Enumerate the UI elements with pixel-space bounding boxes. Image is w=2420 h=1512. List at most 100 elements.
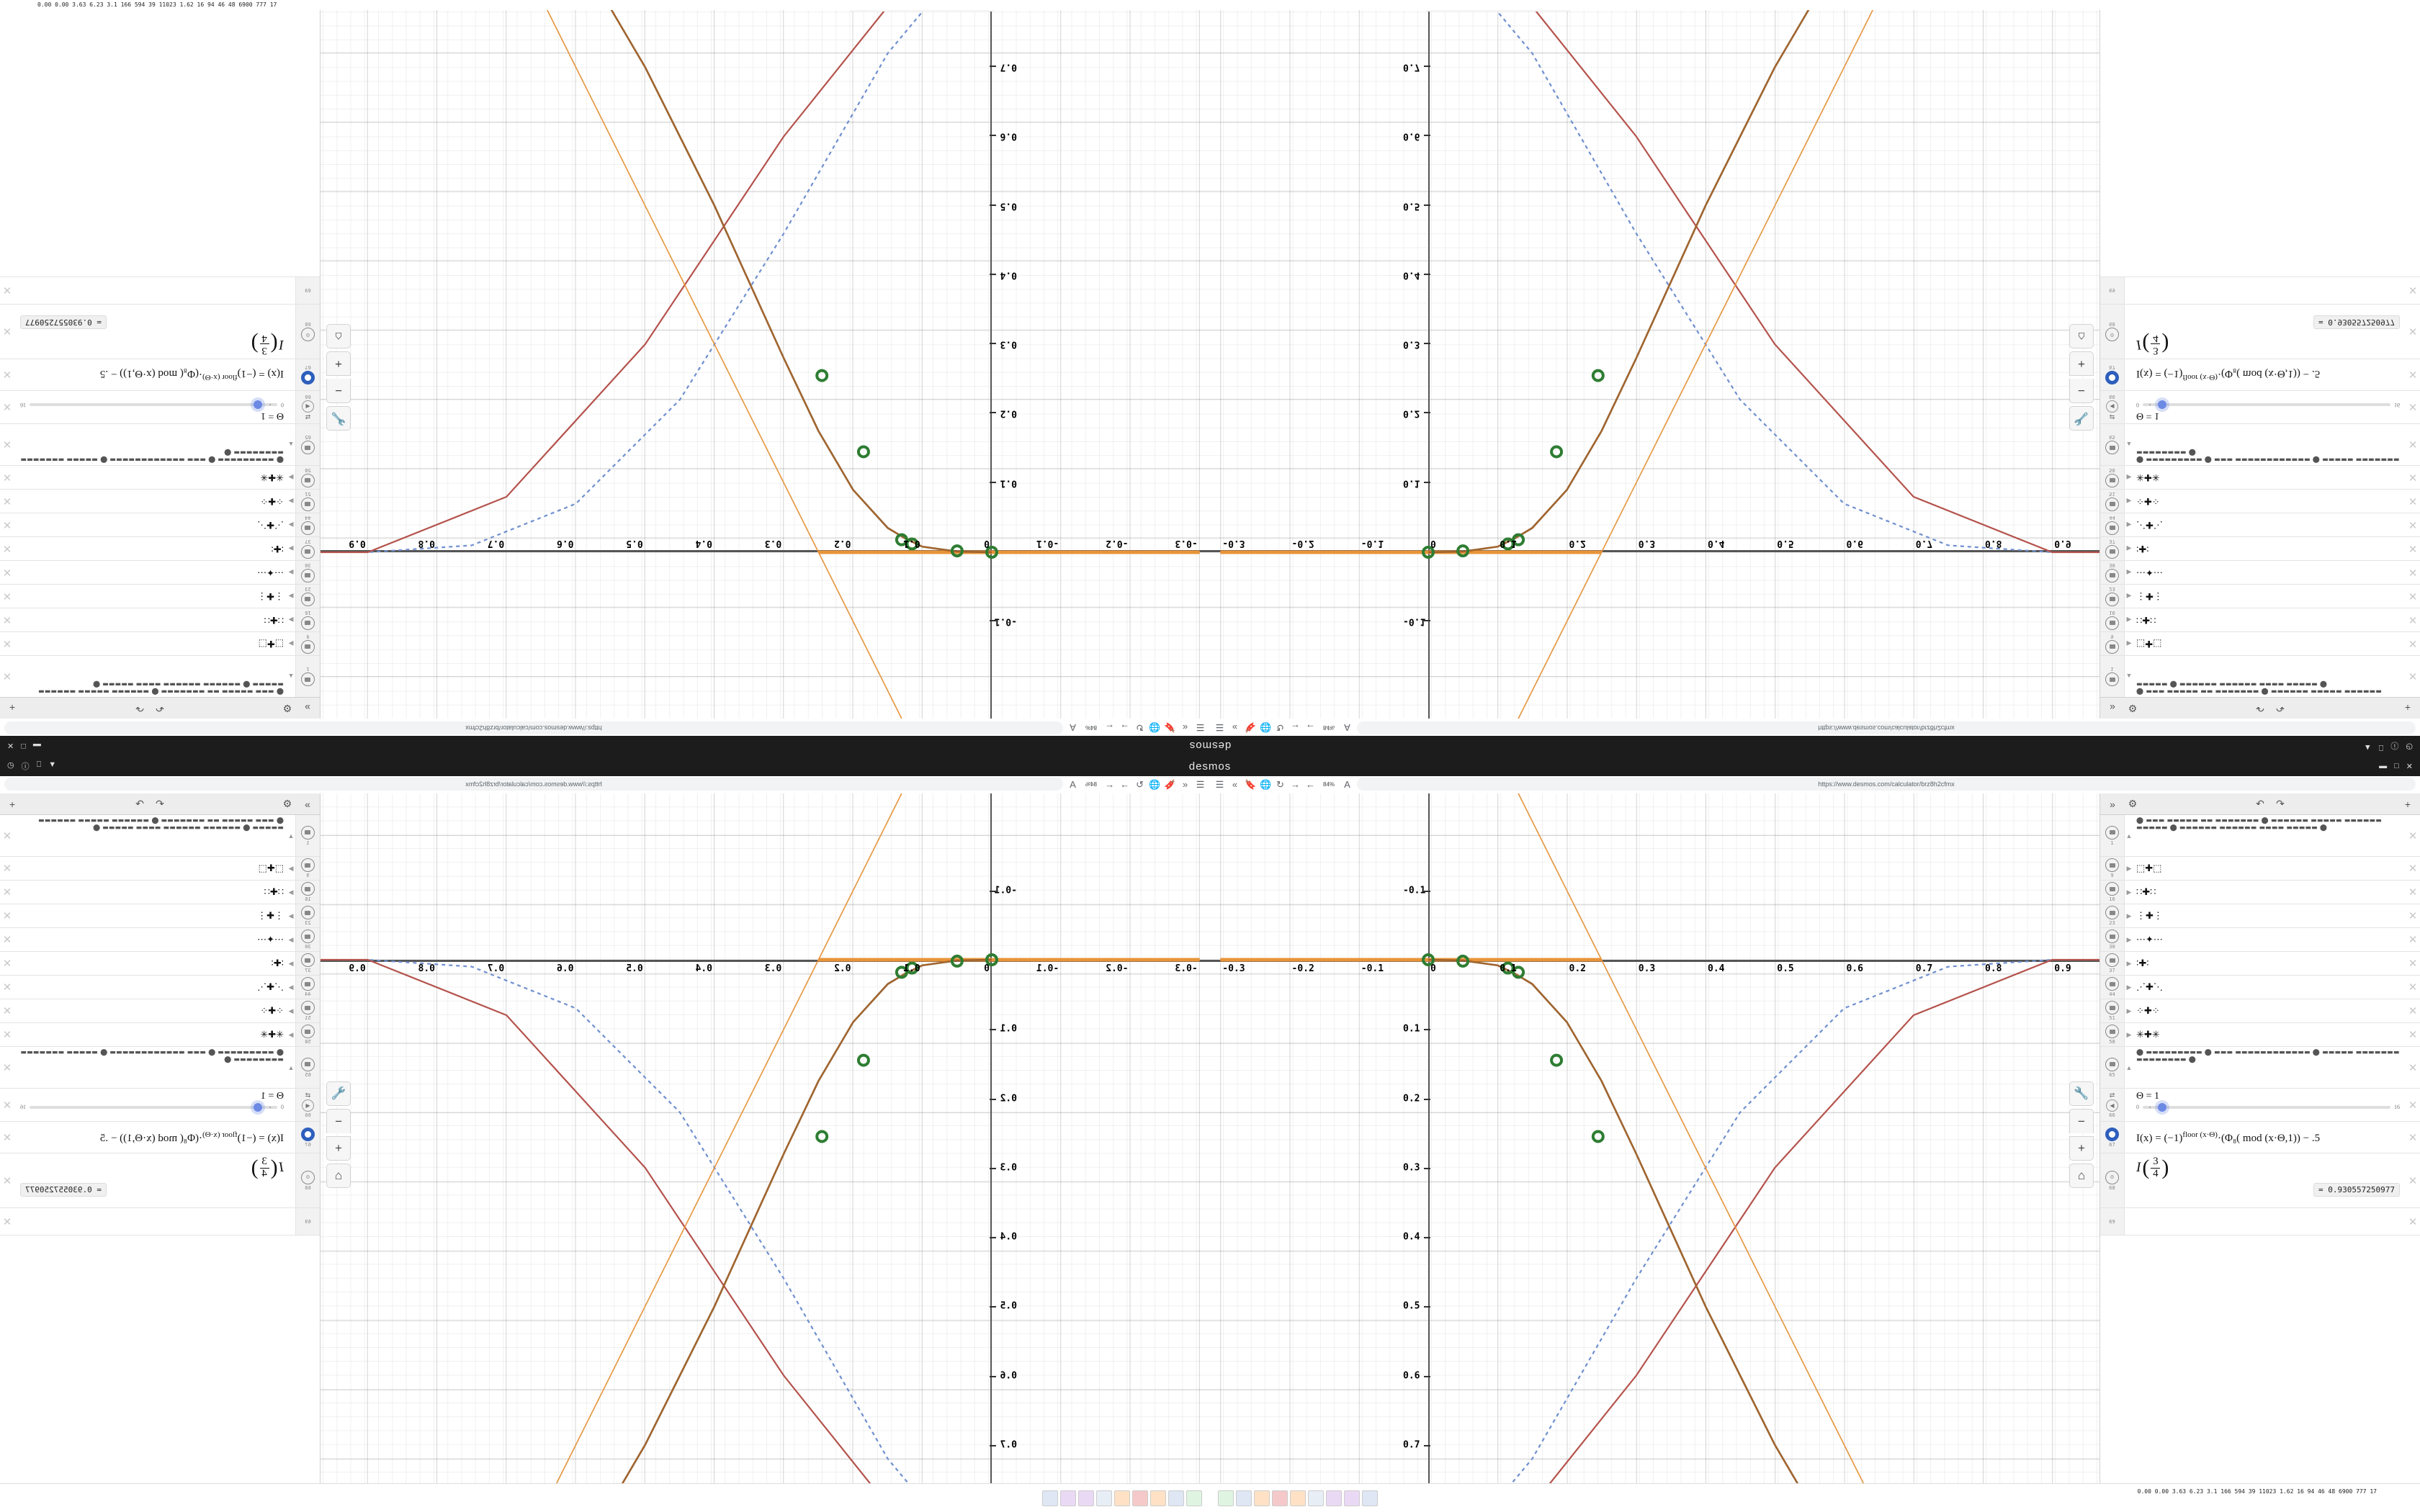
- globe-icon[interactable]: 🌐: [1148, 778, 1160, 790]
- visibility-toggle-icon[interactable]: [2105, 1127, 2119, 1141]
- expression-row[interactable]: 67 I(x) = (−1)floor (x·Θ)·(Φ₈( mod (x·Θ,1…: [0, 359, 320, 390]
- taskbar-tray[interactable]: [1042, 1490, 1378, 1506]
- delete-expression-button[interactable]: ✕: [2408, 1174, 2418, 1187]
- expand-caret-icon[interactable]: [287, 359, 295, 390]
- expression-row[interactable]: 37 ▶ ∶✚∶ ✕: [2100, 536, 2420, 560]
- taskbar-app-icon[interactable]: [1254, 1490, 1270, 1506]
- graph-point[interactable]: [1456, 544, 1470, 558]
- visibility-toggle-icon[interactable]: [2105, 882, 2119, 896]
- minimize-icon[interactable]: ▬: [2379, 761, 2388, 770]
- add-expression-button[interactable]: +: [2404, 702, 2411, 714]
- reload-icon[interactable]: ↻: [1136, 778, 1144, 790]
- expression-content[interactable]: ∶✚∶: [271, 544, 284, 554]
- expression-content[interactable]: I(x) = (−1)floor (x·Θ)·(Φ₈( mod (x·Θ,1))…: [14, 359, 287, 390]
- graph-point[interactable]: [950, 954, 964, 968]
- expression-row[interactable]: ⇄ ◀ 66 Θ = 1 0 16 ✕: [2100, 1089, 2420, 1122]
- expand-caret-icon[interactable]: ▲: [2125, 672, 2133, 680]
- slider-bar[interactable]: [2143, 400, 2390, 410]
- function-eval-expression[interactable]: I(3 4): [20, 332, 284, 356]
- expand-caret-icon[interactable]: ▶: [2126, 959, 2132, 967]
- delete-expression-button[interactable]: ✕: [2408, 637, 2418, 649]
- minimize-icon[interactable]: ▬: [32, 742, 41, 751]
- result-value[interactable]: = 0.930557250977: [20, 315, 107, 329]
- redo-button[interactable]: ↷: [2276, 703, 2285, 714]
- delete-expression-button[interactable]: ✕: [2, 670, 12, 683]
- expression-content[interactable]: ⋮✚⋮: [257, 910, 284, 921]
- expand-caret-icon[interactable]: ▶: [2126, 1007, 2132, 1014]
- expand-caret-icon[interactable]: ▶: [288, 640, 294, 648]
- expression-row[interactable]: 9 ▶ ⬚✚⬚ ✕: [0, 857, 320, 881]
- expression-content[interactable]: ⋰✚⋱: [2136, 520, 2163, 531]
- visibility-toggle-icon[interactable]: [301, 825, 315, 840]
- expression-row[interactable]: 37 ▶ ∶✚∶ ✕: [0, 952, 320, 976]
- graph-point[interactable]: [1550, 445, 1564, 459]
- delete-expression-button[interactable]: ✕: [2, 863, 12, 875]
- expression-index-cell[interactable]: 69: [295, 1208, 320, 1235]
- expression-content[interactable]: ⬤ ▬▬▬▬▬▬▬▬▬ ⬤ ▬▬▬ ▬▬▬▬▬▬▬▬▬▬▬▬ ⬤ ▬▬▬▬▬ ▬…: [20, 1049, 284, 1064]
- expression-content[interactable]: Θ = 1 0 16: [2133, 391, 2406, 423]
- delete-expression-button[interactable]: ✕: [2, 368, 12, 381]
- graph-canvas[interactable]: 🔧 − + ⌂ https://www.desmos.com/calculato…: [321, 793, 1210, 1512]
- expression-index-cell[interactable]: 23: [2100, 904, 2125, 927]
- expression-content[interactable]: I(x) = (−1)floor (x·Θ)·(Φ₈( mod (x·Θ,1))…: [14, 1122, 287, 1153]
- graph-point[interactable]: [950, 544, 964, 558]
- slider-track[interactable]: 0 16: [20, 400, 284, 410]
- delete-expression-button[interactable]: ✕: [2408, 542, 2418, 554]
- expand-caret-icon[interactable]: ▲: [2125, 1063, 2133, 1071]
- expression-rows[interactable]: 1 ▲ ⬤ ▬▬▬ ▬▬▬▬▬ ▬▬ ▬▬▬▬▬▬▬ ⬤ ▬▬▬▬▬▬ ▬▬▬▬▬ …: [0, 815, 320, 1512]
- zoom-level[interactable]: 84%: [1323, 780, 1335, 788]
- zoom-out-button[interactable]: −: [2069, 379, 2094, 403]
- forward-icon[interactable]: →: [1120, 778, 1129, 790]
- expression-content[interactable]: ⁘✚⁘: [260, 1005, 284, 1016]
- back-icon[interactable]: ←: [1105, 778, 1114, 790]
- expression-content[interactable]: I(3 4) = 0.930557250977: [2133, 1153, 2406, 1207]
- expand-caret-icon[interactable]: [287, 277, 295, 304]
- maximize-icon[interactable]: □: [2394, 761, 2399, 770]
- graph-point[interactable]: [1512, 533, 1525, 546]
- visibility-toggle-icon[interactable]: [2105, 521, 2119, 535]
- result-value[interactable]: = 0.930557250977: [20, 1183, 107, 1197]
- expression-content[interactable]: ⬤ ▬▬▬▬▬▬▬▬▬ ⬤ ▬▬▬ ▬▬▬▬▬▬▬▬▬▬▬▬ ⬤ ▬▬▬▬▬ ▬…: [2136, 448, 2400, 463]
- expression-row[interactable]: 65 ▲ ⬤ ▬▬▬▬▬▬▬▬▬ ⬤ ▬▬▬ ▬▬▬▬▬▬▬▬▬▬▬▬ ⬤ ▬▬▬▬…: [2100, 423, 2420, 465]
- zoom-in-button[interactable]: +: [326, 1136, 351, 1161]
- delete-expression-button[interactable]: ✕: [2408, 981, 2418, 994]
- visibility-toggle-icon[interactable]: [301, 441, 315, 455]
- browser-urlbar[interactable]: ☰ « 🔖 🌐 ↻ → ← 84% A https://www.desmos.c…: [1210, 719, 2420, 737]
- expression-content[interactable]: ⬚✚⬚: [2136, 863, 2162, 873]
- graph-point[interactable]: [815, 1130, 829, 1143]
- slider-max-label[interactable]: 16: [2394, 1104, 2400, 1110]
- expand-caret-icon[interactable]: ▶: [288, 1007, 294, 1014]
- graph-zoom-tools[interactable]: 🔧 − + ⌂: [2069, 324, 2094, 431]
- expression-row[interactable]: 1 ▲ ⬤ ▬▬▬ ▬▬▬▬▬ ▬▬ ▬▬▬▬▬▬▬ ⬤ ▬▬▬▬▬▬ ▬▬▬▬▬ …: [2100, 815, 2420, 857]
- expand-caret-icon[interactable]: ▶: [2126, 474, 2132, 482]
- expression-toolbar[interactable]: » ⚙ ↶ ↷ +: [0, 793, 320, 815]
- expand-caret-icon[interactable]: ▶: [2126, 983, 2132, 991]
- expression-row[interactable]: 9 ▶ ⬚✚⬚ ✕: [2100, 631, 2420, 655]
- expression-rows[interactable]: 1 ▲ ⬤ ▬▬▬ ▬▬▬▬▬ ▬▬ ▬▬▬▬▬▬▬ ⬤ ▬▬▬▬▬▬ ▬▬▬▬▬ …: [2100, 0, 2420, 697]
- delete-expression-button[interactable]: ✕: [2408, 958, 2418, 970]
- font-size-icon[interactable]: A: [1344, 778, 1350, 790]
- delete-expression-button[interactable]: ✕: [2, 495, 12, 507]
- slider-min-label[interactable]: 0: [2136, 1104, 2139, 1110]
- visibility-toggle-icon[interactable]: [301, 953, 315, 967]
- zoom-out-button[interactable]: −: [326, 1109, 351, 1133]
- slider-max-label[interactable]: 16: [2394, 402, 2400, 408]
- menu-icon[interactable]: ☰: [1215, 722, 1224, 734]
- expression-content[interactable]: ⬤ ▬▬▬ ▬▬▬▬▬ ▬▬ ▬▬▬▬▬▬▬ ⬤ ▬▬▬▬▬▬ ▬▬▬▬▬ ▬▬…: [38, 680, 284, 695]
- expand-caret-icon[interactable]: ▶: [288, 983, 294, 991]
- taskbar-app-icon[interactable]: [1272, 1490, 1288, 1506]
- expression-content[interactable]: ✳✚✳: [2136, 472, 2160, 483]
- expression-row[interactable]: 37 ▶ ∶✚∶ ✕: [0, 536, 320, 560]
- delete-expression-button[interactable]: ✕: [2408, 670, 2418, 683]
- result-marker-icon[interactable]: ⚙: [2105, 328, 2119, 342]
- expression-content[interactable]: ⋰✚⋱: [257, 981, 284, 992]
- bookmark-icon[interactable]: 🔖: [1245, 722, 1257, 734]
- expression-content[interactable]: ⬤ ▬▬▬ ▬▬▬▬▬ ▬▬ ▬▬▬▬▬▬▬ ⬤ ▬▬▬▬▬▬ ▬▬▬▬▬ ▬▬…: [2136, 817, 2382, 832]
- expression-row[interactable]: 58 ▶ ✳✚✳ ✕: [0, 1023, 320, 1047]
- expression-content[interactable]: [2133, 1208, 2406, 1235]
- visibility-toggle-icon[interactable]: [2105, 906, 2119, 919]
- expand-caret-icon[interactable]: [2125, 391, 2133, 423]
- visibility-toggle-icon[interactable]: [301, 1001, 315, 1014]
- expression-content[interactable]: I(x) = (−1)floor (x·Θ)·(Φ₈( mod (x·Θ,1))…: [2133, 359, 2406, 390]
- expression-toolbar[interactable]: » ⚙ ↶ ↷ +: [0, 697, 320, 719]
